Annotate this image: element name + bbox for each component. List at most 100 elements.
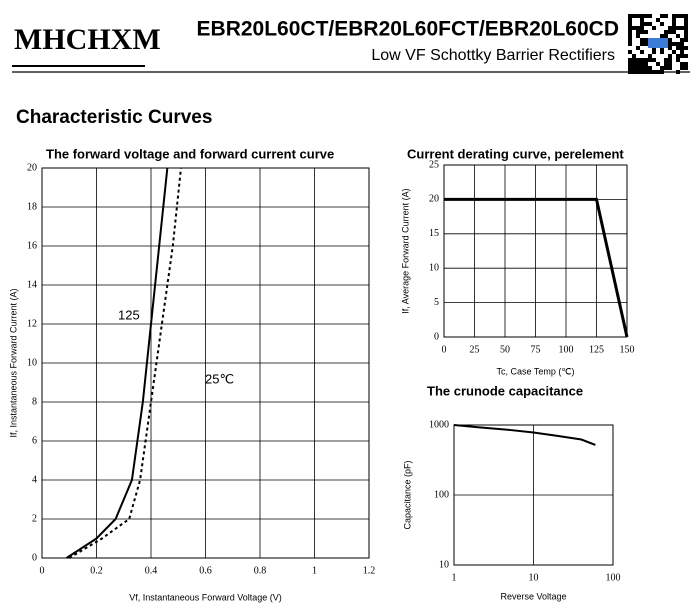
y-tick-label: 15 xyxy=(429,228,439,239)
qr-cell xyxy=(640,30,644,34)
qr-cell xyxy=(664,62,668,66)
y-tick-label: 10 xyxy=(27,357,37,368)
y-tick-label: 20 xyxy=(429,194,439,205)
qr-cell xyxy=(672,30,676,34)
qr-cell xyxy=(668,38,672,42)
x-tick-label: 125 xyxy=(589,344,604,355)
qr-cell xyxy=(660,14,664,18)
y-tick-label: 2 xyxy=(32,513,37,524)
qr-cell xyxy=(664,34,668,38)
x-tick-label: 50 xyxy=(500,344,510,355)
qr-cell xyxy=(668,26,672,30)
qr-cell xyxy=(628,62,632,66)
qr-cell xyxy=(628,42,632,46)
qr-cell xyxy=(676,14,680,18)
qr-cell xyxy=(652,26,656,30)
qr-cell xyxy=(680,50,684,54)
qr-cell xyxy=(676,54,680,58)
y-tick-label: 25 xyxy=(429,159,439,170)
qr-cell xyxy=(632,66,636,70)
qr-cell xyxy=(632,54,636,58)
qr-cell xyxy=(636,66,640,70)
qr-cell xyxy=(640,50,644,54)
qr-cell xyxy=(664,14,668,18)
qr-cell xyxy=(640,38,644,42)
qr-cell xyxy=(680,66,684,70)
qr-cell xyxy=(644,42,648,46)
qr-cell xyxy=(636,58,640,62)
qr-cell xyxy=(660,66,664,70)
qr-cell xyxy=(672,14,676,18)
qr-cell xyxy=(668,54,672,58)
qr-cell xyxy=(680,14,684,18)
qr-cell xyxy=(684,26,688,30)
y-tick-label: 0 xyxy=(434,331,439,342)
qr-cell xyxy=(644,58,648,62)
qr-cell xyxy=(684,54,688,58)
plot-frame xyxy=(453,424,614,566)
x-tick-label: 25 xyxy=(470,344,480,355)
x-tick-label: 1 xyxy=(312,565,317,576)
qr-cell xyxy=(636,62,640,66)
plot-frame xyxy=(443,164,628,338)
y-tick-label: 18 xyxy=(27,201,37,212)
qr-cell xyxy=(628,34,632,38)
qr-cell xyxy=(680,54,684,58)
qr-cell xyxy=(672,26,676,30)
qr-cell xyxy=(640,66,644,70)
qr-cell xyxy=(632,62,636,66)
qr-cell xyxy=(684,14,688,18)
qr-cell xyxy=(684,18,688,22)
doc-title: EBR20L60CT/EBR20L60FCT/EBR20L60CD xyxy=(197,18,619,41)
qr-cell xyxy=(636,46,640,50)
qr-cell xyxy=(676,46,680,50)
qr-cell xyxy=(640,18,644,22)
qr-cell xyxy=(668,58,672,62)
qr-cell xyxy=(664,66,668,70)
x-axis-label: Reverse Voltage xyxy=(500,591,566,601)
qr-cell xyxy=(644,62,648,66)
qr-cell xyxy=(636,14,640,18)
qr-cell xyxy=(676,34,680,38)
x-tick-label: 100 xyxy=(606,572,621,583)
qr-cell xyxy=(632,26,636,30)
x-tick-label: 0.4 xyxy=(145,565,158,576)
qr-cell xyxy=(672,42,676,46)
series-label: 25℃ xyxy=(205,371,234,386)
qr-cell xyxy=(664,58,668,62)
qr-cell xyxy=(668,42,672,46)
qr-cell xyxy=(644,38,648,42)
qr-cell xyxy=(648,22,652,26)
qr-cell xyxy=(660,34,664,38)
plot-frame xyxy=(41,167,370,559)
x-tick-label: 1 xyxy=(452,572,457,583)
qr-cell xyxy=(684,62,688,66)
x-tick-label: 0 xyxy=(40,565,45,576)
y-axis-label: If, Average Forward Current (A) xyxy=(400,188,410,313)
x-tick-label: 0 xyxy=(442,344,447,355)
x-tick-label: 75 xyxy=(531,344,541,355)
y-tick-label: 12 xyxy=(27,318,37,329)
x-tick-label: 0.6 xyxy=(199,565,212,576)
qr-cell xyxy=(680,62,684,66)
qr-cell xyxy=(628,26,632,30)
qr-cell xyxy=(640,14,644,18)
qr-cell xyxy=(660,22,664,26)
qr-cell xyxy=(672,22,676,26)
doc-subtitle: Low VF Schottky Barrier Rectifiers xyxy=(371,47,615,64)
y-axis-label: Capacitance (pF) xyxy=(402,460,412,529)
qr-cell xyxy=(640,42,644,46)
curve xyxy=(444,197,629,338)
qr-cell xyxy=(684,66,688,70)
curve xyxy=(453,424,596,446)
qr-cell xyxy=(640,58,644,62)
qr-cell xyxy=(672,18,676,22)
qr-cell xyxy=(672,50,676,54)
qr-code xyxy=(628,14,688,74)
qr-cell xyxy=(640,62,644,66)
qr-badge xyxy=(648,38,668,48)
x-tick-label: 1.2 xyxy=(363,565,376,576)
qr-cell xyxy=(680,26,684,30)
qr-cell xyxy=(628,30,632,34)
